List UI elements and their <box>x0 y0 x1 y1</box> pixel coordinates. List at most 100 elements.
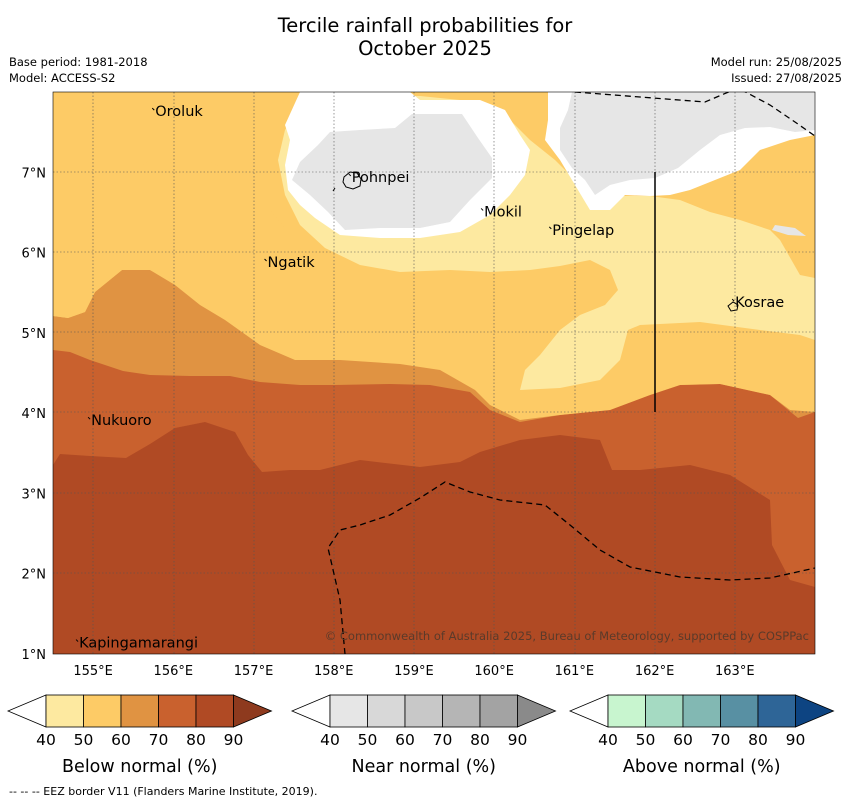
legend-tick-label: 50 <box>74 731 94 749</box>
legend-colorbar: 40 50 60 70 80 90 Below normal (%) <box>6 694 273 777</box>
place-marker <box>348 173 352 177</box>
place-label: Pingelap <box>552 223 614 239</box>
lon-tick-label: 156°E <box>154 664 194 679</box>
legend-swatch <box>645 694 684 728</box>
map-frame <box>52 91 816 655</box>
islet-mark <box>332 187 336 192</box>
meta-right: Model run: 25/08/2025 Issued: 27/08/2025 <box>711 54 842 86</box>
base-period: Base period: 1981-2018 <box>9 55 148 69</box>
legend-swatch <box>682 694 721 728</box>
title-line-2: October 2025 <box>358 37 492 60</box>
legend-swatch <box>757 694 796 728</box>
lat-tick-label: 6°N <box>22 247 47 262</box>
eez-footnote: -- -- -- EEZ border V11 (Flanders Marine… <box>9 785 318 798</box>
legend-tick-label: 50 <box>358 731 378 749</box>
model-run: Model run: 25/08/2025 <box>710 55 842 69</box>
place-marker <box>75 639 79 642</box>
place-marker <box>151 107 155 111</box>
legend-swatch <box>45 694 84 728</box>
legend-tick-label: 70 <box>433 731 453 749</box>
legend-tick-label: 90 <box>786 731 806 749</box>
lon-tick-label: 155°E <box>73 664 113 679</box>
legend-colorbar: 40 50 60 70 80 90 Above normal (%) <box>568 694 835 777</box>
legend-tick-label: 40 <box>598 731 618 749</box>
legend-title: Near normal (%) <box>351 757 496 777</box>
place-label: Nukuoro <box>91 413 152 429</box>
legend-swatch <box>83 694 122 728</box>
legend-swatch <box>404 694 443 728</box>
legend-swatch <box>442 694 481 728</box>
issued-date: Issued: 27/08/2025 <box>731 71 842 85</box>
legend-tick-label: 50 <box>636 731 656 749</box>
model-name: Model: ACCESS-S2 <box>9 71 116 85</box>
lat-tick-label: 3°N <box>22 487 47 502</box>
place-label: Ngatik <box>268 255 316 271</box>
place-marker <box>731 298 735 302</box>
lat-tick-label: 4°N <box>22 407 47 422</box>
legend-tick-label: 80 <box>470 731 490 749</box>
legend-colorbar: 40 50 60 70 80 90 Near normal (%) <box>290 694 557 777</box>
copyright-notice: © Commonwealth of Australia 2025, Bureau… <box>325 629 809 643</box>
place-label: Mokil <box>484 204 522 220</box>
legend-swatch <box>120 694 159 728</box>
zone-near-40-patch <box>772 225 806 236</box>
legend-tick-label: 60 <box>395 731 415 749</box>
lat-tick-label: 5°N <box>22 327 47 342</box>
place-marker <box>548 226 552 230</box>
legend-under-triangle <box>6 694 47 728</box>
lon-tick-label: 162°E <box>635 664 675 679</box>
place-label: Pohnpei <box>352 170 410 186</box>
lon-tick-label: 160°E <box>474 664 514 679</box>
lat-axis: 1°N 2°N 3°N 4°N 5°N 6°N 7°N <box>22 166 47 663</box>
lon-tick-label: 158°E <box>314 664 354 679</box>
legend-tick-label: 90 <box>224 731 244 749</box>
legend-tick-label: 90 <box>508 731 528 749</box>
zone-near-40-east <box>560 92 815 195</box>
legend-under-triangle <box>290 694 331 728</box>
eez-border-north <box>574 92 815 137</box>
legend-over-triangle <box>517 694 557 728</box>
legend-swatch <box>479 694 518 728</box>
legend-tick-label: 40 <box>320 731 340 749</box>
legend-swatch <box>195 694 234 728</box>
legend-over-triangle <box>795 694 835 728</box>
legends: 40 50 60 70 80 90 Below normal (%) 40 50 60 70 80 90… <box>6 694 835 777</box>
map-plot: Oroluk Pohnpei Mokil Pingelap Ngatik Kosrae Nu… <box>53 92 815 654</box>
legend-swatch <box>720 694 759 728</box>
lon-axis: 155°E 156°E 157°E 158°E 159°E 160°E 161°E 162°E… <box>73 664 754 679</box>
legend-tick-label: 70 <box>711 731 731 749</box>
zone-below-50-west <box>53 155 360 318</box>
legend-title: Above normal (%) <box>623 757 781 777</box>
title-line-1: Tercile rainfall probabilities for <box>277 14 573 37</box>
legend-tick-label: 70 <box>149 731 169 749</box>
kosrae-island <box>727 301 739 312</box>
legend-tick-label: 80 <box>186 731 206 749</box>
legend-swatch <box>329 694 368 728</box>
legend-under-triangle <box>568 694 609 728</box>
place-label: Oroluk <box>155 104 203 120</box>
lon-tick-label: 159°E <box>394 664 434 679</box>
legend-tick-label: 40 <box>36 731 56 749</box>
legend-title: Below normal (%) <box>62 757 217 777</box>
graticule <box>53 92 815 654</box>
meta-left: Base period: 1981-2018 Model: ACCESS-S2 <box>9 54 148 86</box>
lat-tick-label: 2°N <box>22 568 47 583</box>
lat-tick-label: 7°N <box>22 166 47 181</box>
place-marker <box>480 208 484 211</box>
legend-swatch <box>607 694 646 728</box>
legend-over-triangle <box>233 694 273 728</box>
lon-tick-label: 163°E <box>715 664 755 679</box>
pohnpei-island <box>342 171 362 190</box>
eez-border-south <box>327 481 815 654</box>
lat-tick-label: 1°N <box>22 648 47 663</box>
legend-tick-label: 60 <box>111 731 131 749</box>
legend-tick-label: 60 <box>673 731 693 749</box>
place-marker <box>87 416 91 420</box>
lon-tick-label: 161°E <box>555 664 595 679</box>
legend-tick-label: 80 <box>748 731 768 749</box>
legend-swatch <box>367 694 406 728</box>
place-marker <box>264 258 267 262</box>
place-label: Kapingamarangi <box>79 636 198 652</box>
place-labels: Oroluk Pohnpei Mokil Pingelap Ngatik Kosrae Nu… <box>75 104 784 652</box>
